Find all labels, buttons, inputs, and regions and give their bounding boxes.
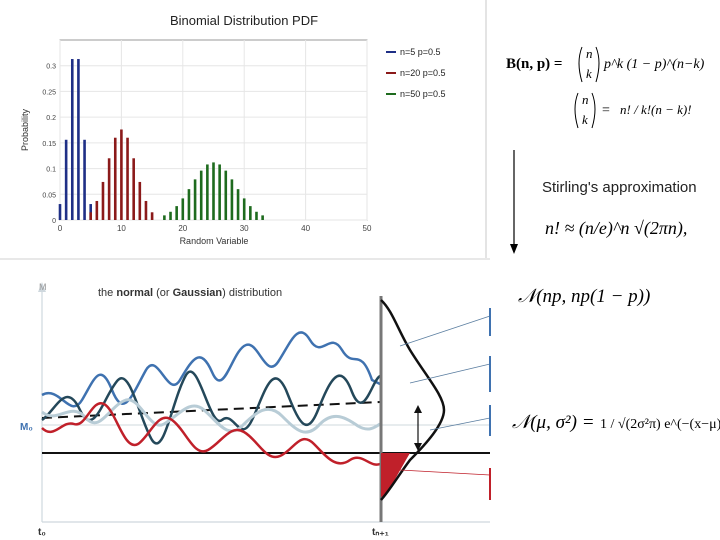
y-axis-arrow-icon (38, 282, 46, 292)
connector-line-3 (429, 417, 491, 431)
bar-series-2-x14 (144, 200, 148, 220)
bar-series-2-x15 (150, 212, 154, 220)
bar-series-3-x27 (224, 170, 228, 220)
bar-series-3-x17 (163, 215, 166, 220)
t0-label: t₀ (38, 527, 46, 538)
m0-label: M₀ (20, 422, 33, 433)
binomial-formula-lhs: B(n, p) = (506, 56, 562, 72)
x-tick-label: 50 (363, 224, 372, 233)
x-axis-ticks: 0 10 20 30 40 50 (58, 224, 372, 233)
bar-series-1-x0 (58, 204, 62, 220)
down-arrow-icon (510, 150, 518, 254)
legend-entry-3: n=50 p=0.5 (400, 89, 446, 99)
bar-series-3-x19 (175, 206, 178, 220)
y-tick-label: 0.2 (46, 115, 56, 122)
path-red (41, 402, 381, 466)
y-tick-label: 0.05 (42, 192, 56, 199)
y-tick-label: 0.3 (46, 64, 56, 71)
bar-series-3-x32 (255, 211, 258, 220)
bar-series-1-x2 (70, 59, 74, 221)
binom-n: n (586, 46, 593, 61)
path-dark-teal (41, 370, 381, 445)
bar-series-2-x8 (107, 158, 111, 220)
path-blue (41, 331, 381, 408)
bar-series-2-x7 (101, 181, 105, 220)
x-tick-label: 0 (58, 224, 63, 233)
legend: n=5 p=0.5 n=20 p=0.5 n=50 p=0.5 (386, 47, 446, 99)
normal-pdf-formula: 𝒩(μ, σ²) = 1 / √(2σ²π) e^(−(x−μ)²/2σ²) (512, 412, 720, 433)
binom-coef-n: n (582, 92, 589, 107)
y-tick-label: 0 (52, 218, 56, 225)
binom-coef-paren-right (591, 92, 596, 129)
bar-series-3-x30 (242, 198, 246, 220)
y-tick-label: 0.1 (46, 167, 56, 174)
bar-series-3-x33 (261, 215, 264, 220)
binom-coef-k: k (582, 112, 588, 127)
bar-series-1-x1 (64, 139, 68, 220)
path-light-grey (41, 398, 381, 434)
y-axis-ticks: 0 0.05 0.1 0.15 0.2 0.25 0.3 (42, 64, 56, 225)
x-tick-label: 10 (117, 224, 126, 233)
bar-series-3-x31 (249, 206, 252, 220)
connector-line-4 (399, 469, 491, 476)
bar-series-3-x20 (181, 198, 185, 220)
connector-line-2 (409, 363, 491, 384)
x-tick-label: 40 (301, 224, 310, 233)
x-axis-label: Random Variable (180, 236, 249, 246)
chart-title: Binomial Distribution PDF (170, 13, 318, 28)
legend-entry-1: n=5 p=0.5 (400, 47, 441, 57)
bar-series-1-x3 (77, 59, 80, 221)
y-tick-label: 0.15 (42, 141, 56, 148)
bar-series-3-x18 (169, 211, 172, 220)
stirling-formula: n! ≈ (n/e)^n √(2πn), (545, 218, 687, 239)
bar-series-2-x12 (132, 158, 135, 220)
tail-probability-shaded-area (381, 453, 410, 497)
binom-paren-right (595, 46, 600, 83)
binom-paren-left (578, 46, 583, 83)
bar-series-1-x4 (83, 139, 86, 220)
bar-series-2-x5 (89, 212, 92, 220)
bar-series-2-x11 (126, 137, 129, 220)
normal-pdf-lhs: 𝒩(μ, σ²) = (512, 412, 595, 433)
y-axis-label: Probability (20, 108, 30, 151)
normal-approximation-formula: 𝒩(np, np(1 − p)) (518, 286, 650, 307)
binom-k: k (586, 66, 592, 81)
connector-line-1 (399, 315, 491, 347)
x-tick-label: 30 (240, 224, 249, 233)
normal-pdf-rhs: 1 / √(2σ²π) e^(−(x−μ)²/2σ²) (600, 417, 720, 432)
bar-series-3-x28 (230, 179, 234, 220)
bar-series-2-x10 (120, 129, 123, 220)
gaussian-panel: the normal (or Gaussian) distribution M … (0, 258, 491, 538)
bar-series-3-x26 (218, 164, 221, 220)
bar-series-1-x5 (89, 204, 92, 220)
stirling-label: Stirling's approximation (542, 179, 697, 196)
bar-series-3-x24 (206, 164, 209, 220)
gaussian-panel-title: the normal (or Gaussian) distribution (98, 287, 282, 299)
bar-series-3-x29 (236, 189, 240, 220)
bar-series-2-x6 (95, 200, 99, 220)
bar-series-3-x23 (199, 170, 203, 220)
y-tick-label: 0.25 (42, 89, 56, 96)
binomial-chart: Binomial Distribution PDF 0 10 20 30 40 50 00… (0, 0, 487, 258)
tn-label: tₙ₊₁ (372, 527, 389, 538)
bars-group (58, 59, 264, 221)
binomial-formula: B(n, p) = n k p^k (1 − p)^(n−k) n k = n!… (506, 46, 705, 129)
x-tick-label: 20 (178, 224, 187, 233)
legend-entry-2: n=20 p=0.5 (400, 68, 446, 78)
binom-coef-paren-left (574, 92, 579, 129)
bar-series-3-x21 (187, 189, 191, 220)
bar-series-3-x25 (212, 162, 215, 220)
bar-series-2-x13 (138, 181, 142, 220)
double-arrow-icon (414, 405, 422, 451)
binomial-coefficient-formula: n! / k!(n − k)! (620, 102, 692, 117)
binom-coef-equals: = (602, 103, 610, 118)
gaussian-curve (380, 299, 446, 501)
binomial-formula-rhs: p^k (1 − p)^(n−k) (603, 57, 705, 72)
bar-series-3-x22 (193, 179, 197, 220)
y-axis-m-label: M (39, 282, 47, 292)
bar-series-2-x9 (113, 137, 117, 220)
